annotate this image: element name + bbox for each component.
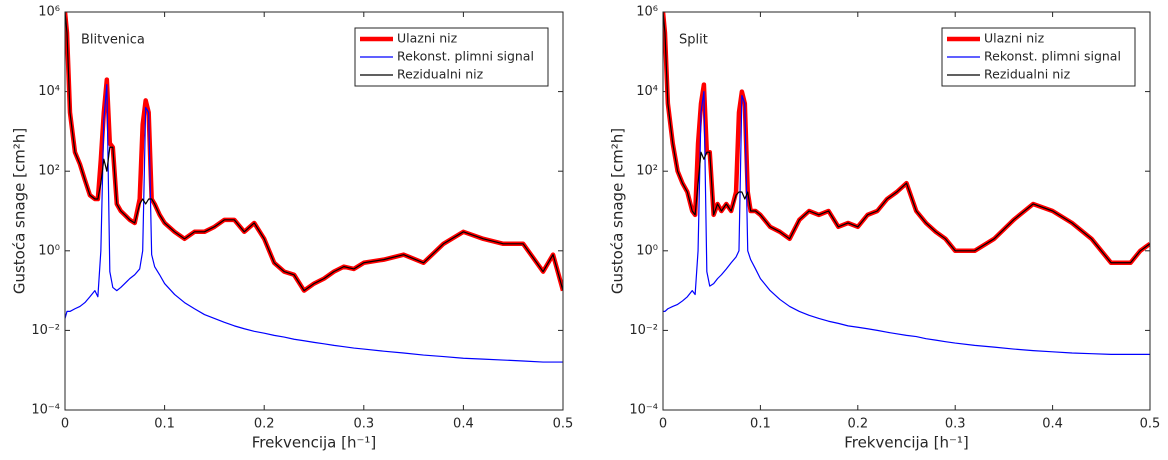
x-tick-label: 0.5 xyxy=(1140,417,1161,432)
series-line xyxy=(65,12,563,292)
y-tick-label: 10⁰ xyxy=(38,243,60,258)
y-tick-label: 10⁻² xyxy=(629,323,658,338)
series-line xyxy=(65,83,563,363)
axes-frame xyxy=(662,11,1151,411)
legend-label: Ulazni niz xyxy=(984,31,1045,46)
x-tick-label: 0.1 xyxy=(154,417,175,432)
x-tick-label: 0.4 xyxy=(453,417,474,432)
chart-panel: 0 0.1 0.2 0.3 0.4 0.5 10⁻⁴ 10⁻² 10⁰ 10² 10⁴ 10⁶ Spli… xyxy=(609,5,1161,452)
x-tick-label: 0.2 xyxy=(847,417,868,432)
plot-lines xyxy=(65,12,563,363)
x-tick-label: 0.3 xyxy=(353,417,374,432)
y-tick-label: 10⁻⁴ xyxy=(31,403,60,418)
legend-label: Rekonst. plimni signal xyxy=(397,49,534,64)
x-tick-label: 0.1 xyxy=(750,417,771,432)
x-tick-label: 0.3 xyxy=(945,417,966,432)
plot-lines xyxy=(663,12,1150,355)
legend: Ulazni niz Rekonst. plimni signal Rezidual… xyxy=(354,27,549,87)
y-axis-label: Gustoća snage [cm²h] xyxy=(609,128,627,294)
legend-label: Rezidualni niz xyxy=(984,67,1071,82)
x-axis-label: Frekvencija [h⁻¹] xyxy=(844,434,969,452)
legend-label: Rekonst. plimni signal xyxy=(984,49,1121,64)
panel-title: Blitvenica xyxy=(81,33,145,48)
legend: Ulazni niz Rekonst. plimni signal Rezidual… xyxy=(941,27,1136,87)
y-tick-label: 10² xyxy=(636,164,658,179)
y-tick-label: 10⁶ xyxy=(636,5,658,20)
x-tick-label: 0.4 xyxy=(1042,417,1063,432)
legend-label: Ulazni niz xyxy=(397,31,458,46)
x-tick-label: 0 xyxy=(61,417,69,432)
legend-label: Rezidualni niz xyxy=(397,67,484,82)
x-tick-label: 0 xyxy=(659,417,667,432)
y-tick-label: 10⁶ xyxy=(38,5,60,20)
y-tick-label: 10⁴ xyxy=(38,84,60,99)
x-tick-label: 0.5 xyxy=(553,417,574,432)
chart-panel: 0 0.1 0.2 0.3 0.4 0.5 10⁻⁴ 10⁻² 10⁰ 10² 10⁴ 10⁶ Blit… xyxy=(11,5,574,452)
y-axis-label: Gustoća snage [cm²h] xyxy=(11,128,29,294)
series-line xyxy=(663,91,1150,355)
y-tick-label: 10⁻⁴ xyxy=(629,403,658,418)
x-axis-label: Frekvencija [h⁻¹] xyxy=(252,434,377,452)
y-tick-label: 10⁰ xyxy=(636,243,658,258)
panel-title: Split xyxy=(679,33,708,48)
y-tick-label: 10² xyxy=(38,164,60,179)
series-line xyxy=(663,12,1150,264)
y-tick-label: 10⁴ xyxy=(636,84,658,99)
axes-frame xyxy=(64,11,564,411)
x-tick-label: 0.2 xyxy=(254,417,275,432)
y-tick-label: 10⁻² xyxy=(31,323,60,338)
